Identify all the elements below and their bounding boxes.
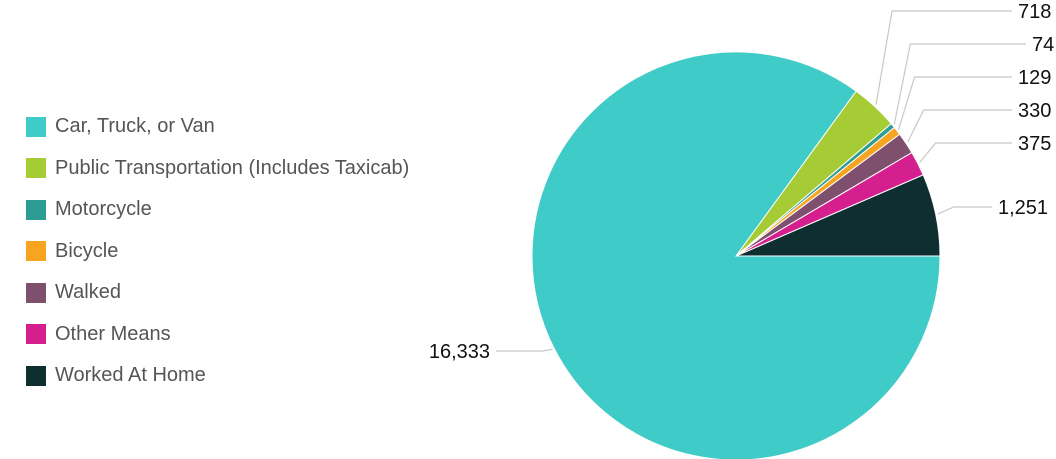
legend-item-car-truck-van[interactable]: Car, Truck, or Van	[26, 106, 409, 148]
leader-line-car-truck-or-van	[496, 348, 553, 352]
leader-line-bicycle	[898, 76, 1012, 130]
leader-lines	[496, 10, 1026, 352]
leader-line-motorcycle	[893, 43, 1026, 125]
legend-item-walked[interactable]: Walked	[26, 272, 409, 314]
pie-slice-car-truck-or-van[interactable]	[531, 51, 941, 459]
data-label-other-means: 375	[1018, 133, 1051, 155]
legend-label: Public Transportation (Includes Taxicab)	[55, 156, 410, 179]
legend-label: Worked At Home	[55, 364, 206, 387]
legend-item-bicycle[interactable]: Bicycle	[26, 231, 409, 273]
legend-item-other-means[interactable]: Other Means	[26, 314, 409, 356]
leader-line-other-means	[919, 142, 1012, 163]
legend-item-worked-at-home[interactable]: Worked At Home	[26, 355, 409, 397]
legend-swatch	[26, 241, 46, 262]
chart-legend: Car, Truck, or Van Public Transportation…	[26, 106, 409, 397]
legend-swatch	[26, 324, 46, 345]
legend-label: Car, Truck, or Van	[55, 115, 215, 138]
data-label-bicycle: 129	[1018, 67, 1051, 89]
legend-label: Other Means	[55, 322, 171, 345]
pie-slices	[531, 51, 941, 459]
legend-swatch	[26, 199, 46, 220]
data-label-worked-at-home: 1,251	[998, 197, 1048, 219]
leader-line-public-transportation-includes-taxicab	[875, 10, 1012, 106]
leader-line-walked	[907, 109, 1012, 143]
legend-swatch	[26, 116, 46, 137]
legend-swatch	[26, 282, 46, 303]
legend-label: Walked	[55, 281, 121, 304]
data-label-car-truck-or-van: 16,333	[429, 341, 490, 363]
legend-label: Bicycle	[55, 239, 119, 262]
data-labels: 1,251 375 330 129 74 718 16,333	[429, 1, 1054, 363]
data-label-motorcycle: 74	[1032, 34, 1054, 56]
data-label-walked: 330	[1018, 100, 1051, 122]
legend-swatch	[26, 365, 46, 386]
data-label-public-transportation-includes-taxicab: 718	[1018, 1, 1051, 23]
legend-item-motorcycle[interactable]: Motorcycle	[26, 189, 409, 231]
legend-item-public-transportation[interactable]: Public Transportation (Includes Taxicab)	[26, 148, 409, 190]
legend-label: Motorcycle	[55, 198, 152, 221]
legend-swatch	[26, 158, 46, 179]
leader-line-worked-at-home	[937, 206, 992, 215]
